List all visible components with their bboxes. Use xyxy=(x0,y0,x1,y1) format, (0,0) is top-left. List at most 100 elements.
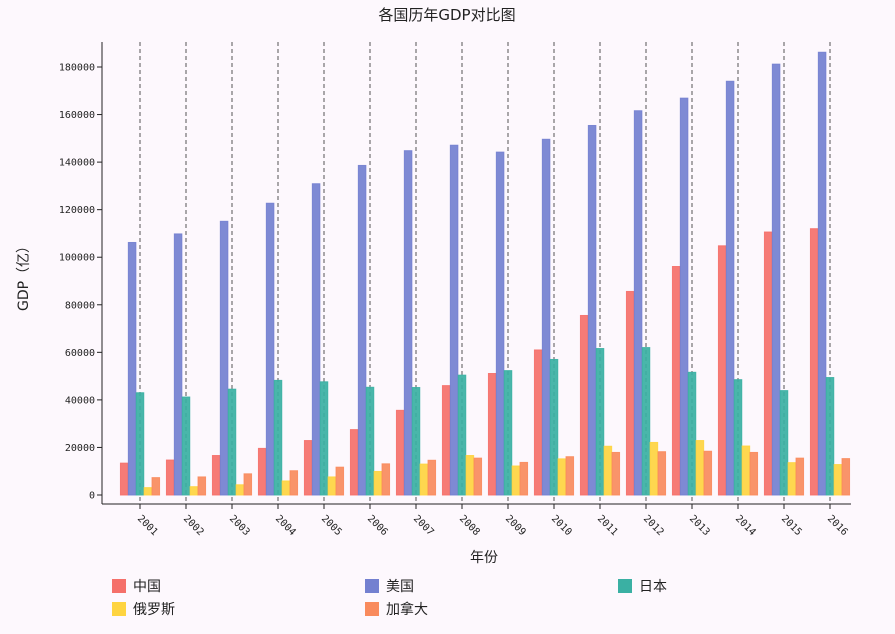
bar xyxy=(349,429,359,496)
bar xyxy=(373,470,383,496)
bar xyxy=(441,385,451,496)
series-5 xyxy=(151,450,851,496)
bar xyxy=(181,396,191,496)
y-tick-label: 120000 xyxy=(59,205,95,216)
bar xyxy=(211,455,221,496)
bar xyxy=(717,245,727,496)
x-tick-label: 2003 xyxy=(227,513,252,538)
legend-swatch xyxy=(618,579,632,593)
bar xyxy=(671,266,681,496)
bar xyxy=(327,476,337,496)
bar xyxy=(165,459,175,496)
bar xyxy=(495,151,505,496)
y-tick-label: 140000 xyxy=(59,158,95,169)
bar xyxy=(357,164,367,496)
bar xyxy=(281,480,291,496)
bar xyxy=(579,314,589,496)
bar xyxy=(273,379,283,496)
bar xyxy=(487,373,497,496)
bar xyxy=(449,144,459,496)
bar xyxy=(679,97,689,496)
legend-item: 美国 xyxy=(365,579,414,595)
bar xyxy=(565,456,575,496)
bar xyxy=(611,451,621,496)
bar xyxy=(741,445,751,496)
y-axis-label: GDP（亿） xyxy=(16,239,32,311)
bar xyxy=(143,487,153,496)
y-tick-label: 20000 xyxy=(65,443,95,454)
legend-swatch xyxy=(365,602,379,616)
y-tick-label: 60000 xyxy=(65,348,95,359)
bar xyxy=(703,450,713,496)
x-tick-label: 2005 xyxy=(319,513,344,538)
bar xyxy=(633,110,643,496)
legend-label: 加拿大 xyxy=(386,601,428,618)
y-tick-label: 100000 xyxy=(59,253,95,264)
bar xyxy=(419,463,429,496)
x-tick-label: 2007 xyxy=(411,513,436,538)
bar xyxy=(135,392,145,496)
bar xyxy=(795,457,805,496)
bar xyxy=(641,347,651,496)
y-tick-label: 0 xyxy=(89,491,95,502)
bar xyxy=(151,477,161,496)
bar xyxy=(725,80,735,496)
bar xyxy=(473,457,483,496)
bar xyxy=(411,387,421,496)
y-tick-label: 160000 xyxy=(59,110,95,121)
bar xyxy=(403,150,413,496)
bar xyxy=(235,484,245,496)
bar xyxy=(779,390,789,496)
series-3 xyxy=(135,347,835,496)
bar xyxy=(243,473,253,496)
axes xyxy=(101,42,851,505)
x-tick-label: 2011 xyxy=(595,513,620,538)
legend-swatch xyxy=(112,579,126,593)
bar xyxy=(311,183,321,496)
x-tick-label: 2012 xyxy=(641,513,666,538)
x-tick-label: 2010 xyxy=(549,513,574,538)
bar xyxy=(303,440,313,496)
bar xyxy=(265,202,275,496)
series-1 xyxy=(119,228,819,496)
bar xyxy=(825,377,835,496)
legend-item: 加拿大 xyxy=(365,601,428,618)
bar xyxy=(809,228,819,496)
bar xyxy=(695,440,705,496)
legend-swatch xyxy=(365,579,379,593)
bar xyxy=(189,486,199,496)
bar xyxy=(395,409,405,496)
bar xyxy=(787,462,797,496)
legend-label: 美国 xyxy=(386,579,414,595)
x-tick-label: 2013 xyxy=(687,513,712,538)
bar xyxy=(549,358,559,496)
bar xyxy=(465,455,475,496)
bar xyxy=(173,233,183,496)
chart-title: 各国历年GDP对比图 xyxy=(378,6,515,24)
bar xyxy=(625,290,635,496)
bar xyxy=(227,388,237,496)
legend-swatch xyxy=(112,602,126,616)
legend-label: 中国 xyxy=(133,579,161,595)
x-tick-label: 2016 xyxy=(825,513,850,538)
bar xyxy=(257,447,267,496)
x-axis-label: 年份 xyxy=(470,550,498,566)
series-2 xyxy=(127,51,827,496)
bar xyxy=(533,349,543,496)
bar xyxy=(649,441,659,496)
x-axis-ticks: 2001 2002 2003 2004 2005 2006 2007 2008 2009 2010… xyxy=(135,504,850,538)
bar xyxy=(657,451,667,496)
bar xyxy=(219,220,229,496)
x-tick-label: 2004 xyxy=(273,513,298,538)
legend-item: 中国 xyxy=(112,579,161,595)
bar xyxy=(381,463,391,496)
bar xyxy=(817,51,827,496)
x-tick-label: 2002 xyxy=(181,513,206,538)
bars xyxy=(119,51,851,496)
legend-item: 俄罗斯 xyxy=(112,602,175,618)
bar xyxy=(519,461,529,496)
bar xyxy=(365,386,375,496)
bar xyxy=(335,466,345,496)
